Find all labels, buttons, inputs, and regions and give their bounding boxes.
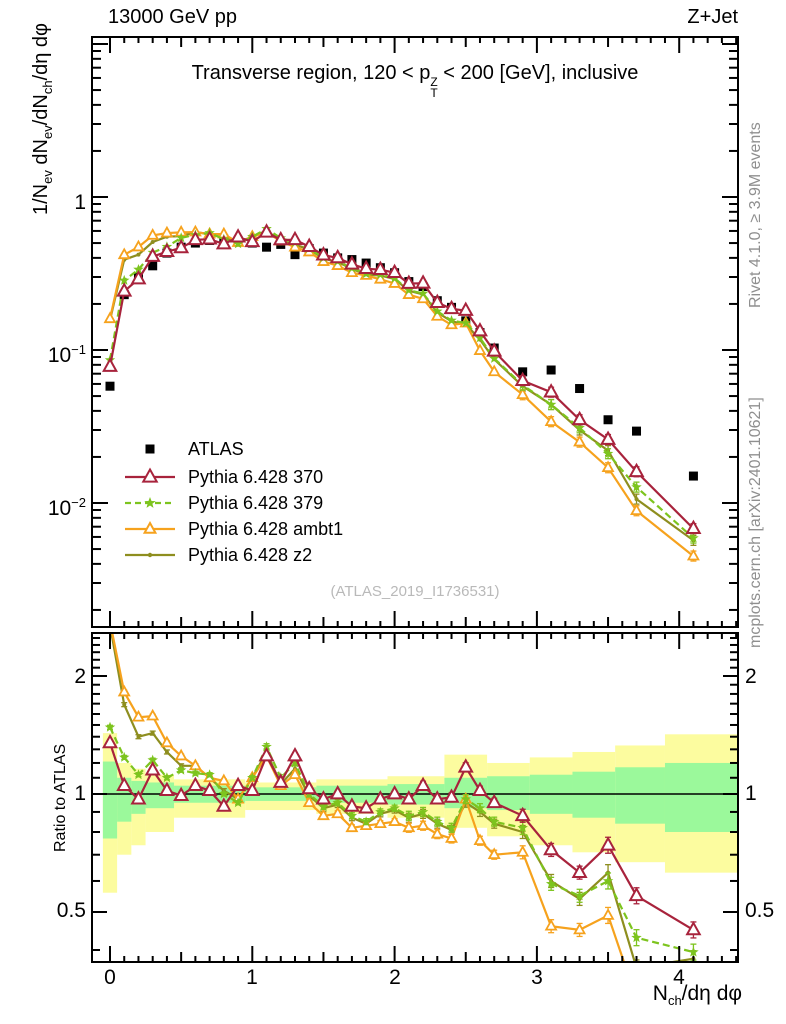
legend-label-pythia-z2: Pythia 6.428 z2 <box>188 544 313 565</box>
ratio-curve-Pythia-6-428-ambt1 <box>111 633 626 962</box>
x-tick-0: 0 <box>104 966 116 989</box>
ratio-y-tick-05-left: 0.5 <box>56 899 86 922</box>
main-y-tick-1e-2: 10−2 <box>47 495 86 520</box>
process-label: Z+Jet <box>687 6 738 28</box>
main-y-tick-1e-1: 10−1 <box>47 342 86 367</box>
ratio-y-tick-1-left: 1 <box>74 782 86 805</box>
beam-energy-label: 13000 GeV pp <box>108 6 237 28</box>
ratio-panel-frame <box>91 632 739 963</box>
atlas-marker-icon <box>145 444 155 454</box>
x-tick-3: 3 <box>531 966 543 989</box>
pythia-ambt1-marker-icon <box>125 520 175 534</box>
ratio-y-tick-1-right: 1 <box>745 782 757 805</box>
pythia-379-marker-icon <box>125 497 175 508</box>
legend-label-pythia-ambt1: Pythia 6.428 ambt1 <box>188 518 344 539</box>
x-tick-4: 4 <box>673 966 685 989</box>
legend-row-pythia-ambt1: Pythia 6.428 ambt1 <box>124 516 343 542</box>
main-panel-data <box>102 223 702 562</box>
main-y-tick-1: 1 <box>74 191 86 214</box>
legend-label-pythia-370: Pythia 6.428 370 <box>188 466 324 487</box>
legend-label-pythia-379: Pythia 6.428 379 <box>188 492 324 513</box>
main-panel-frame <box>91 36 739 628</box>
analysis-id-watermark: (ATLAS_2019_I1736531) <box>330 583 500 600</box>
pythia-370-marker-icon <box>125 467 175 483</box>
axis-ticks <box>92 37 738 962</box>
legend-label-atlas: ATLAS <box>188 438 244 459</box>
rivet-version-note: Rivet 4.1.0, ≥ 3.9M events <box>747 122 764 308</box>
x-tick-1: 1 <box>246 966 258 989</box>
ratio-panel-data <box>102 633 702 962</box>
legend-row-atlas: ATLAS <box>124 436 244 462</box>
legend-row-pythia-370: Pythia 6.428 370 <box>124 464 323 490</box>
legend-row-pythia-z2: Pythia 6.428 z2 <box>124 542 312 568</box>
ratio-y-tick-2-left: 2 <box>74 665 86 688</box>
pythia-z2-marker-icon <box>125 552 175 558</box>
x-tick-2: 2 <box>389 966 401 989</box>
main-curve-Pythia-6-428-379 <box>108 227 695 539</box>
x-axis-label: Nch/dη dφ <box>652 982 742 1008</box>
legend-row-pythia-379: Pythia 6.428 379 <box>124 490 323 516</box>
mcplots-arxiv-note: mcplots.cern.ch [arXiv:2401.10621] <box>747 397 764 648</box>
ratio-curve-Pythia-6-428-379 <box>109 726 694 954</box>
ratio-y-tick-2-right: 2 <box>745 665 757 688</box>
ratio-y-tick-05-right: 0.5 <box>745 899 775 922</box>
